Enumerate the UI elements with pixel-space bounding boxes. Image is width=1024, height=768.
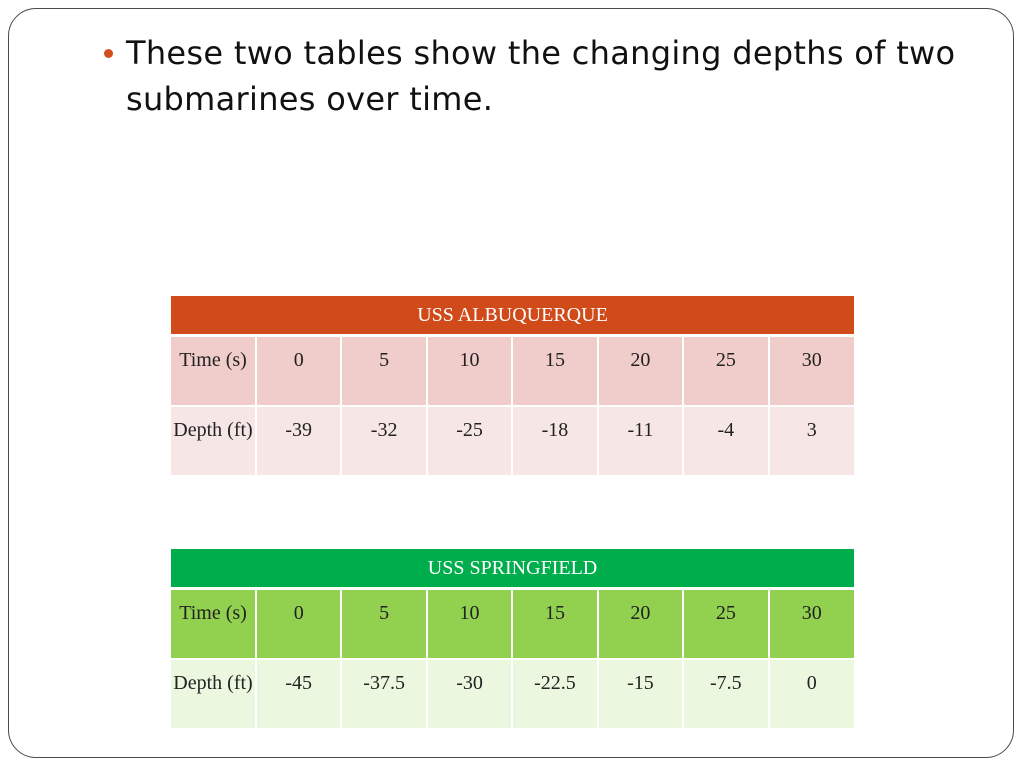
time-cell: 0 bbox=[254, 335, 342, 407]
time-cell: 15 bbox=[511, 588, 598, 660]
time-cell: 30 bbox=[767, 335, 854, 407]
depth-cell: -15 bbox=[596, 658, 684, 730]
depth-cell: 3 bbox=[767, 405, 854, 477]
time-cell: 25 bbox=[682, 588, 769, 660]
bullet-point: These two tables show the changing depth… bbox=[104, 30, 964, 122]
bullet-text: These two tables show the changing depth… bbox=[126, 34, 956, 118]
time-cell: 5 bbox=[340, 588, 427, 660]
time-row: Time (s) 0 5 10 15 20 25 30 bbox=[171, 588, 854, 660]
row-label: Depth (ft) bbox=[171, 658, 256, 730]
time-row: Time (s) 0 5 10 15 20 25 30 bbox=[171, 335, 854, 407]
depth-cell: -39 bbox=[254, 405, 342, 477]
depth-row: Depth (ft) -39 -32 -25 -18 -11 -4 3 bbox=[171, 405, 854, 477]
time-cell: 15 bbox=[511, 335, 598, 407]
depth-cell: 0 bbox=[767, 658, 854, 730]
table-title: USS SPRINGFIELD bbox=[171, 549, 854, 590]
depth-cell: -22.5 bbox=[511, 658, 598, 730]
time-cell: 0 bbox=[254, 588, 342, 660]
depth-cell: -32 bbox=[340, 405, 427, 477]
albuquerque-table: USS ALBUQUERQUE Time (s) 0 5 10 15 20 25… bbox=[171, 296, 854, 477]
time-cell: 10 bbox=[425, 588, 513, 660]
bullet-dot-icon bbox=[104, 49, 113, 58]
depth-cell: -37.5 bbox=[340, 658, 427, 730]
time-cell: 20 bbox=[596, 588, 684, 660]
row-label: Time (s) bbox=[171, 335, 256, 407]
depth-cell: -18 bbox=[511, 405, 598, 477]
table-title: USS ALBUQUERQUE bbox=[171, 296, 854, 337]
depth-cell: -25 bbox=[425, 405, 513, 477]
time-cell: 20 bbox=[596, 335, 684, 407]
springfield-table: USS SPRINGFIELD Time (s) 0 5 10 15 20 25… bbox=[171, 549, 854, 730]
depth-cell: -30 bbox=[425, 658, 513, 730]
time-cell: 30 bbox=[767, 588, 854, 660]
depth-cell: -4 bbox=[682, 405, 769, 477]
time-cell: 25 bbox=[682, 335, 769, 407]
depth-cell: -7.5 bbox=[682, 658, 769, 730]
depth-cell: -45 bbox=[254, 658, 342, 730]
depth-row: Depth (ft) -45 -37.5 -30 -22.5 -15 -7.5 … bbox=[171, 658, 854, 730]
depth-cell: -11 bbox=[596, 405, 684, 477]
row-label: Depth (ft) bbox=[171, 405, 256, 477]
row-label: Time (s) bbox=[171, 588, 256, 660]
time-cell: 10 bbox=[425, 335, 513, 407]
time-cell: 5 bbox=[340, 335, 427, 407]
